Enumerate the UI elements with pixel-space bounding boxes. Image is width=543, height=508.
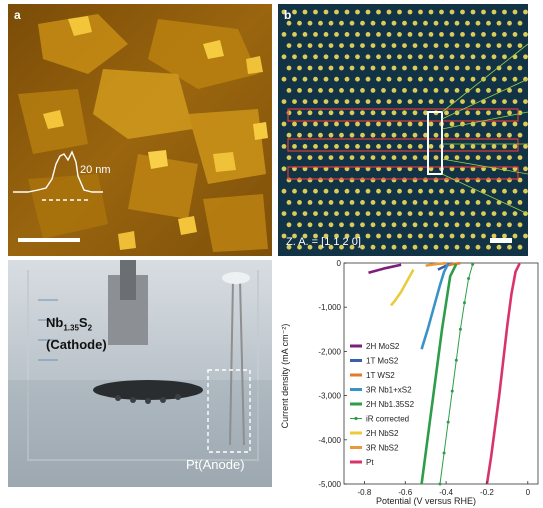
zone-axis-label: Z. A. = [1 1 2 0] bbox=[286, 236, 361, 248]
series-point bbox=[450, 389, 454, 393]
stem-lattice bbox=[278, 4, 528, 256]
y-tick-label: -1,000 bbox=[318, 303, 341, 312]
y-tick-label: -4,000 bbox=[318, 436, 341, 445]
legend-label: Pt bbox=[366, 458, 374, 467]
series-line bbox=[420, 263, 450, 350]
y-tick-label: -5,000 bbox=[318, 480, 341, 489]
legend-label: 3R Nb1+xS2 bbox=[366, 386, 412, 395]
red-box-1 bbox=[287, 108, 519, 122]
x-axis-label: Potential (V versus RHE) bbox=[376, 496, 476, 506]
scale-bar bbox=[18, 238, 80, 242]
series-line bbox=[420, 263, 458, 485]
afm-image-panel: a 20 nm bbox=[8, 4, 272, 256]
afm-topography bbox=[8, 4, 272, 256]
legend-label: 1T MoS2 bbox=[366, 357, 399, 366]
polarization-chart-panel: -0.8 -0.6 -0.4 -0.2 0 0 -1,000 -2,000 -3,000 -4,0… bbox=[276, 258, 543, 508]
legend-label: 1T WS2 bbox=[366, 371, 395, 380]
series-point bbox=[471, 262, 475, 266]
series-point bbox=[462, 301, 466, 305]
legend-label: 2H Nb1.35S2 bbox=[366, 400, 415, 409]
series-line bbox=[425, 261, 447, 267]
series-line bbox=[439, 264, 474, 485]
legend-label: 3R NbS2 bbox=[366, 444, 399, 453]
polarization-chart: -0.8 -0.6 -0.4 -0.2 0 0 -1,000 -2,000 -3,000 -4,0… bbox=[280, 259, 539, 506]
profile-height-label: 20 nm bbox=[80, 164, 111, 176]
electrolysis-photo bbox=[8, 260, 272, 487]
panel-label-a: a bbox=[14, 8, 21, 22]
series-line bbox=[389, 268, 415, 307]
series-point bbox=[446, 420, 450, 424]
series-point bbox=[454, 358, 458, 362]
series-line bbox=[485, 262, 521, 485]
stem-image-panel: b Z. A. = [1 1 2 0] bbox=[278, 4, 528, 256]
y-axis-label: Current density (mA cm⁻²) bbox=[280, 324, 290, 429]
stem-scale-bar bbox=[490, 238, 512, 243]
x-tick-label: -0.4 bbox=[439, 488, 453, 497]
anode-dashed-box bbox=[207, 369, 251, 453]
unit-cell-box bbox=[427, 111, 443, 175]
cathode-label: Nb1.35S2 (Cathode) bbox=[46, 315, 107, 352]
x-tick-label: -0.2 bbox=[480, 488, 494, 497]
x-tick-label: 0 bbox=[526, 488, 531, 497]
legend-label: 2H MoS2 bbox=[366, 342, 400, 351]
anode-label: Pt(Anode) bbox=[186, 457, 245, 472]
series-point bbox=[438, 482, 442, 486]
series-point bbox=[442, 451, 446, 455]
panel-label-b: b bbox=[284, 8, 292, 22]
series-point bbox=[467, 276, 471, 280]
y-tick-label: -2,000 bbox=[318, 347, 341, 356]
y-tick-label: -3,000 bbox=[318, 392, 341, 401]
legend-label: 2H NbS2 bbox=[366, 429, 399, 438]
legend-label: iR corrected bbox=[366, 415, 409, 424]
x-tick-label: -0.6 bbox=[398, 488, 412, 497]
series-point bbox=[458, 327, 462, 331]
y-tick-label: 0 bbox=[337, 259, 342, 268]
red-box-2 bbox=[287, 138, 519, 152]
series-line bbox=[368, 263, 402, 274]
electrolysis-photo-panel: Nb1.35S2 (Cathode) Pt(Anode) bbox=[8, 260, 272, 487]
red-box-3 bbox=[287, 166, 519, 180]
x-tick-label: -0.8 bbox=[358, 488, 372, 497]
